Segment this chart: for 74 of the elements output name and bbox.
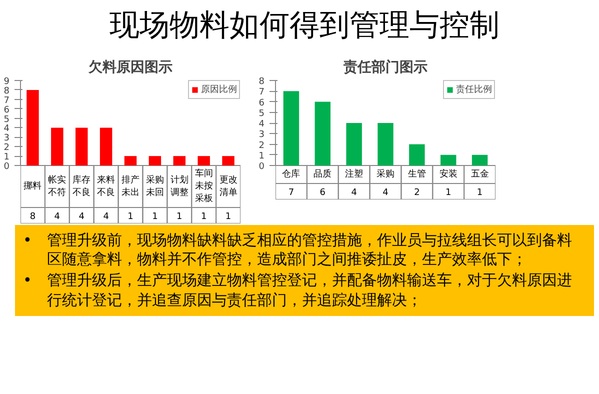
bar bbox=[124, 156, 137, 166]
x-tick-label: 采购未回 bbox=[146, 174, 164, 198]
bar bbox=[173, 156, 186, 166]
text: • 管理升级前，现场物料缺料缺乏相应的管控措施，作业员与拉线组长可以到备料区随意拿料，物料并不作管控，造成部门之间推诿扯皮，生产效率低下； bbox=[23, 231, 573, 270]
data-label: 1 bbox=[176, 212, 182, 222]
text: 现场物料如何得到管理与控制 bbox=[108, 7, 500, 45]
bar bbox=[222, 156, 234, 166]
y-tick-label: 1 bbox=[258, 151, 265, 162]
y-tick-label: 7 bbox=[4, 96, 10, 106]
y-tick-label: 8 bbox=[4, 86, 10, 96]
y-tick-label: 4 bbox=[258, 120, 265, 130]
y-tick-label: 6 bbox=[4, 105, 10, 116]
x-tick-label: 帐实不符 bbox=[48, 174, 66, 198]
data-label: 1 bbox=[225, 212, 232, 222]
x-tick-label: 注塑 bbox=[345, 168, 364, 180]
y-tick-label: 0 bbox=[4, 162, 10, 172]
bar bbox=[283, 91, 300, 166]
data-label: 2 bbox=[414, 188, 420, 198]
x-tick-label: 更改清单 bbox=[219, 174, 238, 198]
x-tick-label: 生管 bbox=[408, 168, 426, 180]
x-tick-label: 来料不良 bbox=[97, 174, 116, 198]
bar bbox=[440, 154, 456, 166]
bar bbox=[378, 123, 394, 166]
data-label: 1 bbox=[445, 188, 452, 198]
data-label: 1 bbox=[128, 212, 134, 222]
data-label: 4 bbox=[103, 212, 110, 222]
x-tick-label: 计划调整 bbox=[170, 174, 188, 198]
data-label: 8 bbox=[30, 212, 36, 222]
y-tick-label: 3 bbox=[258, 130, 265, 140]
y-tick-label: 5 bbox=[4, 114, 10, 125]
y-tick-label: 8 bbox=[258, 77, 265, 87]
x-tick-label: 五金 bbox=[470, 168, 489, 180]
legend-label: 原因比例 bbox=[201, 84, 237, 96]
x-tick-label: 挪料 bbox=[24, 180, 42, 192]
bar bbox=[198, 156, 210, 166]
y-tick-label: 9 bbox=[4, 77, 10, 87]
bar bbox=[148, 156, 162, 166]
data-label: 4 bbox=[54, 212, 60, 222]
y-tick-label: 3 bbox=[4, 134, 10, 144]
y-tick-label: 6 bbox=[258, 98, 265, 108]
y-tick-label: 2 bbox=[4, 143, 10, 154]
bar bbox=[51, 128, 64, 166]
chart-title: 责任部门图示 bbox=[342, 58, 428, 76]
bar bbox=[472, 154, 488, 166]
data-label: 7 bbox=[288, 188, 294, 198]
chart-title: 欠料原因图示 bbox=[88, 60, 172, 76]
x-tick-label: 车间未按采板 bbox=[194, 168, 213, 204]
x-tick-label: 库存不良 bbox=[72, 174, 91, 198]
bar bbox=[100, 128, 112, 166]
data-label: 1 bbox=[200, 212, 207, 222]
data-label: 1 bbox=[152, 212, 158, 222]
text: • 管理升级后，生产现场建立物料管控登记，并配备物料输送车，对于欠料原因进行统计登记，并追查原因与责任部门，并追踪处理解决； bbox=[23, 271, 573, 310]
x-tick-label: 品质 bbox=[314, 168, 332, 180]
y-tick-label: 7 bbox=[258, 88, 265, 98]
bar bbox=[409, 144, 425, 166]
legend-label: 责任比例 bbox=[456, 84, 492, 96]
x-tick-label: 排产未出 bbox=[122, 174, 140, 198]
x-tick-label: 采购 bbox=[376, 168, 394, 180]
bar bbox=[26, 90, 39, 166]
y-tick-label: 5 bbox=[258, 108, 265, 119]
x-tick-label: 安装 bbox=[439, 168, 458, 180]
y-tick-label: 2 bbox=[258, 140, 265, 151]
data-label: 4 bbox=[382, 188, 389, 198]
data-label: 4 bbox=[78, 212, 85, 222]
x-tick-label: 仓库 bbox=[282, 168, 300, 180]
y-tick-label: 0 bbox=[258, 162, 265, 172]
bar bbox=[76, 128, 88, 166]
y-tick-label: 1 bbox=[4, 152, 10, 163]
data-label: 6 bbox=[320, 188, 326, 198]
bar bbox=[346, 123, 362, 166]
bar bbox=[314, 102, 330, 166]
y-tick-label: 4 bbox=[4, 124, 10, 134]
data-label: 1 bbox=[476, 188, 483, 198]
data-label: 4 bbox=[351, 188, 358, 198]
